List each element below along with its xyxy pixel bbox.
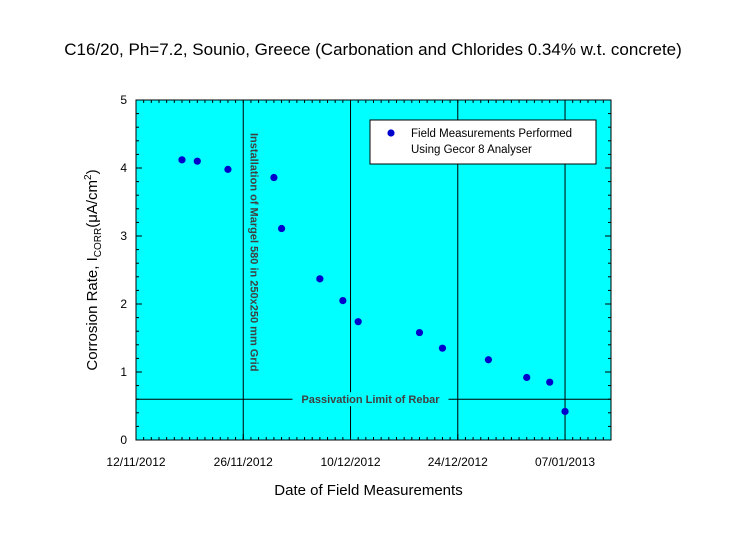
data-point (523, 373, 531, 382)
data-point (277, 224, 286, 233)
y-axis-title: Corrosion Rate, ICORR(μA/cm2) (83, 169, 104, 370)
data-point (438, 344, 447, 352)
data-point (561, 407, 569, 416)
data-point (270, 173, 278, 182)
data-point (484, 356, 493, 364)
legend-marker (387, 129, 395, 137)
data-point (415, 328, 424, 337)
y-tick-label: 4 (120, 161, 127, 175)
passivation-limit: Passivation Limit of Rebar (136, 392, 611, 407)
data-point (193, 157, 201, 165)
y-tick-label: 2 (120, 297, 127, 311)
x-tick-label: 26/11/2012 (214, 455, 273, 469)
legend-label: Using Gecor 8 Analyser (411, 144, 532, 156)
data-point (354, 318, 362, 326)
y-tick-label: 1 (120, 365, 127, 379)
installation-annotation: Installation of Margel 580 in 250x250 mm… (247, 133, 259, 371)
y-tick-label: 5 (120, 93, 127, 107)
y-tick-label: 3 (120, 229, 127, 243)
legend-box (369, 119, 597, 165)
axes: 0 1 2 3 4 5 12/11/2012 26/11/2012 10/12/2012 24/1… (106, 93, 612, 469)
data-point (546, 378, 554, 386)
x-tick-label: 10/12/2012 (320, 455, 380, 469)
axis-titles: Date of Field Measurements Corrosion Rat… (83, 169, 463, 499)
data-point (316, 275, 324, 283)
passivation-limit-label: Passivation Limit of Rebar (301, 394, 440, 406)
legend: Field Measurements Performed Using Gecor … (369, 119, 597, 165)
data-point (224, 165, 232, 173)
data-points (178, 156, 569, 416)
x-tick-label: 07/01/2013 (535, 455, 595, 469)
x-tick-label: 12/11/2012 (106, 455, 165, 469)
legend-label: Field Measurements Performed (411, 128, 572, 140)
data-point (178, 156, 186, 164)
chart-title: C16/20, Ph=7.2, Sounio, Greece (Carbonat… (64, 40, 682, 59)
installation-label: Installation of Margel 580 in 250x250 mm… (247, 133, 259, 371)
y-tick-label: 0 (120, 433, 127, 447)
x-axis-title: Date of Field Measurements (274, 482, 462, 499)
passivation-label-bg (292, 392, 449, 407)
data-point (339, 297, 347, 305)
x-tick-label: 24/12/2012 (428, 455, 488, 469)
